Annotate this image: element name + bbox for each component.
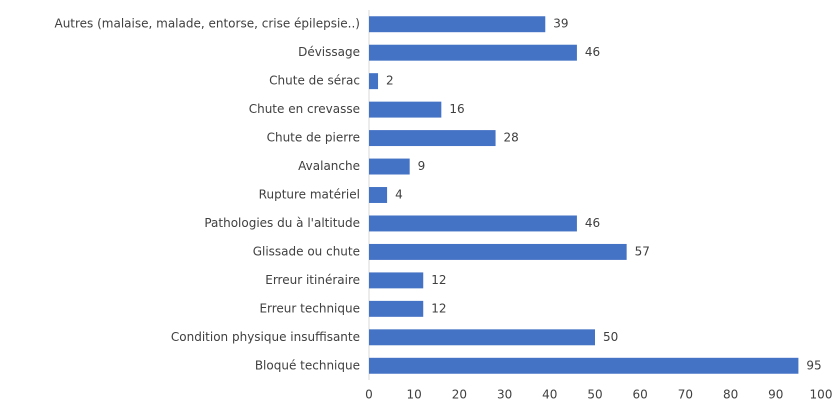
x-tick-label: 60 (633, 388, 648, 402)
bar (369, 130, 496, 147)
y-tick-label: Condition physique insuffisante (171, 330, 360, 344)
data-label: 46 (585, 45, 600, 59)
x-tick-label: 40 (542, 388, 557, 402)
bar (369, 16, 546, 33)
data-label: 28 (504, 131, 519, 145)
x-tick-label: 50 (587, 388, 602, 402)
x-tick-label: 0 (365, 388, 373, 402)
y-tick-label: Rupture matériel (259, 188, 360, 202)
y-tick-label: Chute de sérac (269, 74, 360, 88)
x-tick-label: 80 (723, 388, 738, 402)
bar (369, 215, 577, 232)
x-tick-label: 70 (678, 388, 693, 402)
y-tick-label: Chute de pierre (267, 131, 360, 145)
bar (369, 73, 379, 90)
x-tick-label: 30 (497, 388, 512, 402)
data-label: 16 (449, 102, 464, 116)
bar (369, 158, 410, 175)
y-tick-label: Erreur itinéraire (265, 273, 360, 287)
bar (369, 243, 627, 260)
x-tick-label: 20 (452, 388, 467, 402)
data-label: 39 (553, 17, 568, 31)
data-label: 2 (386, 74, 394, 88)
data-label: 57 (635, 244, 650, 258)
y-tick-label: Avalanche (298, 159, 360, 173)
data-label: 9 (418, 159, 426, 173)
data-label: 50 (603, 330, 618, 344)
bar (369, 187, 388, 203)
x-tick-label: 10 (407, 388, 422, 402)
bar (369, 272, 424, 289)
y-tick-label: Pathologies du à l'altitude (204, 216, 360, 230)
y-tick-label: Dévissage (298, 45, 360, 59)
y-tick-label: Bloqué technique (255, 358, 360, 372)
x-tick-label: 100 (810, 388, 833, 402)
y-tick-label: Chute en crevasse (249, 102, 360, 116)
data-label: 12 (431, 273, 446, 287)
bar (369, 300, 424, 317)
data-label: 4 (395, 188, 403, 202)
x-tick-label: 90 (768, 388, 783, 402)
bar (369, 357, 799, 374)
data-label: 46 (585, 216, 600, 230)
data-label: 95 (806, 358, 821, 372)
bar (369, 101, 442, 118)
bar (369, 44, 577, 61)
y-tick-label: Erreur technique (259, 301, 360, 315)
y-tick-label: Glissade ou chute (253, 244, 360, 258)
y-tick-label: Autres (malaise, malade, entorse, crise … (54, 17, 360, 31)
bar (369, 329, 595, 346)
data-label: 12 (431, 301, 446, 315)
